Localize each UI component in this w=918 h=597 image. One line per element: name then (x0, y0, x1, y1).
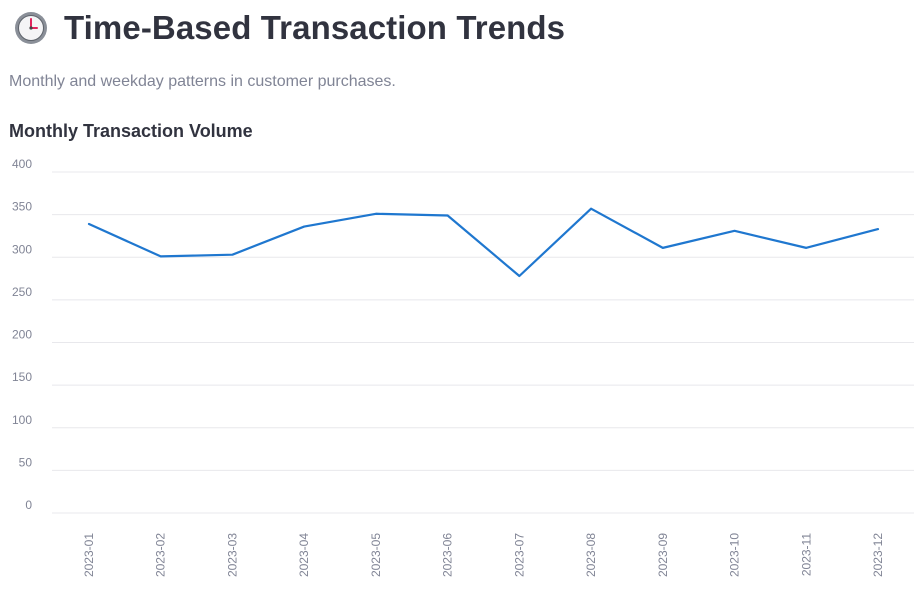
y-tick-label: 400 (12, 157, 32, 171)
data-point[interactable] (802, 244, 810, 252)
x-tick-label: 2023-03 (225, 533, 239, 577)
y-tick-label: 200 (12, 328, 32, 342)
x-tick-label: 2023-07 (512, 533, 526, 577)
data-point[interactable] (587, 205, 595, 213)
page-header: Time-Based Transaction Trends (14, 8, 565, 48)
y-axis: 0 50 100 150 200 250 300 350 400 (12, 157, 32, 512)
y-tick-label: 300 (12, 242, 32, 256)
x-tick-label: 2023-08 (584, 533, 598, 577)
y-tick-label: 350 (12, 200, 32, 214)
grid-layer (52, 171, 914, 514)
series-layer (85, 205, 882, 280)
x-tick-label: 2023-06 (441, 533, 455, 577)
data-point[interactable] (874, 225, 882, 233)
chart-heading: Monthly Transaction Volume (9, 121, 253, 141)
page-title: Time-Based Transaction Trends (64, 9, 566, 46)
page-subtitle: Monthly and weekday patterns in customer… (9, 73, 396, 90)
x-axis: 2023-01 2023-02 2023-03 2023-04 2023-05 2023-… (82, 533, 885, 577)
y-tick-label: 50 (19, 455, 33, 469)
x-tick-label: 2023-11 (799, 533, 813, 576)
data-point[interactable] (731, 227, 739, 235)
data-point[interactable] (228, 251, 236, 259)
data-point[interactable] (85, 220, 93, 228)
x-tick-label: 2023-01 (82, 533, 96, 577)
y-tick-label: 150 (12, 370, 32, 384)
y-tick-label: 250 (12, 285, 32, 299)
x-tick-label: 2023-04 (297, 533, 311, 577)
data-point[interactable] (300, 223, 308, 231)
data-point[interactable] (372, 210, 380, 218)
x-tick-label: 2023-12 (871, 533, 885, 577)
data-point[interactable] (157, 252, 165, 260)
x-tick-label: 2023-10 (728, 533, 742, 577)
data-point[interactable] (515, 272, 523, 280)
x-tick-label: 2023-05 (369, 533, 383, 577)
x-tick-label: 2023-02 (154, 533, 168, 577)
clock-icon (15, 12, 47, 44)
series-line (87, 207, 880, 278)
data-point[interactable] (659, 244, 667, 252)
y-tick-label: 0 (25, 498, 32, 512)
data-point[interactable] (444, 211, 452, 219)
y-tick-label: 100 (12, 413, 32, 427)
x-tick-label: 2023-09 (656, 533, 670, 577)
